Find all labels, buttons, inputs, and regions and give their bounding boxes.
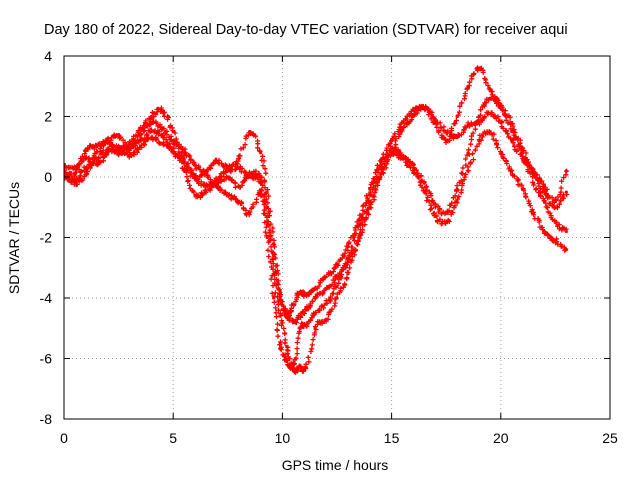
y-tick-label: 4	[44, 48, 52, 64]
x-tick-label: 0	[60, 430, 68, 446]
y-tick-label: -4	[40, 290, 53, 306]
x-tick-label: 25	[602, 430, 618, 446]
data-points	[64, 65, 570, 375]
y-tick-label: -6	[40, 351, 53, 367]
series-sat-d	[64, 94, 570, 375]
chart-title: Day 180 of 2022, Sidereal Day-to-day VTE…	[44, 22, 568, 38]
series-sat-c	[64, 65, 569, 321]
y-tick-label: -2	[40, 230, 53, 246]
x-tick-label: 5	[169, 430, 177, 446]
y-axis-label: SDTVAR / TECUs	[6, 182, 22, 294]
x-tick-label: 10	[275, 430, 291, 446]
y-tick-label: 2	[44, 109, 52, 125]
series-markers	[64, 65, 569, 321]
series-markers	[64, 94, 570, 375]
y-tick-label: 0	[44, 169, 52, 185]
x-tick-label: 15	[384, 430, 400, 446]
x-tick-label: 20	[493, 430, 509, 446]
grid-lines	[64, 56, 610, 419]
x-axis-label: GPS time / hours	[282, 457, 389, 473]
y-tick-label: -8	[40, 411, 53, 427]
